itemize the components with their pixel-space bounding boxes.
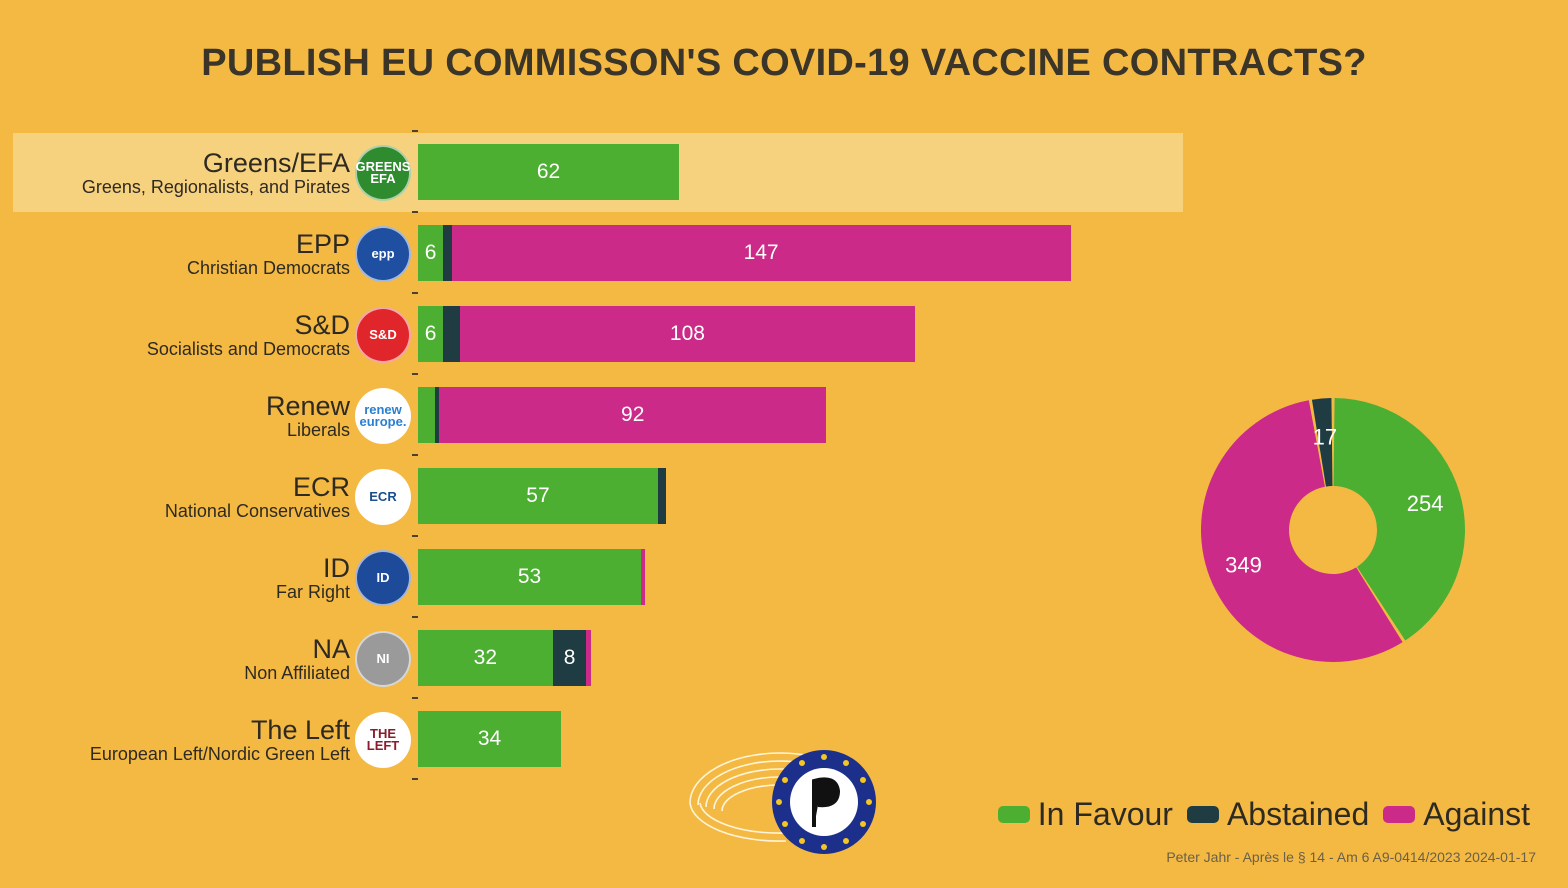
source-credit: Peter Jahr - Après le § 14 - Am 6 A9-041… <box>1166 849 1536 865</box>
bar-value-label: 8 <box>563 646 576 669</box>
bar-value-label: 6 <box>424 322 437 345</box>
party-logo-icon: S&D <box>355 307 411 363</box>
group-row: ECR National Conservatives ECR 57 <box>0 455 1568 536</box>
axis-tick <box>412 535 418 537</box>
bar-value-label: 53 <box>517 565 542 588</box>
group-label: ECR National Conservatives <box>0 473 350 521</box>
bar-segment-in-favour: 53 <box>418 549 642 605</box>
axis-tick <box>412 778 418 780</box>
category-axis <box>412 128 418 788</box>
axis-tick <box>412 373 418 375</box>
group-label: ID Far Right <box>0 554 350 602</box>
axis-tick <box>412 130 418 132</box>
bar-segment-in-favour <box>418 387 435 443</box>
group-name: NA <box>312 634 350 664</box>
bar-segment-in-favour: 6 <box>418 306 444 362</box>
donut-slice-abstained <box>1311 398 1333 487</box>
bar-value-label: 6 <box>424 241 437 264</box>
party-logo-icon: ECR <box>355 469 411 525</box>
bar-segment-abstained: 8 <box>552 630 587 686</box>
group-name: ECR <box>292 472 350 502</box>
group-row: The Left European Left/Nordic Green Left T… <box>0 698 1568 779</box>
legend-label-abstained: Abstained <box>1226 796 1370 832</box>
party-logo-icon: NI <box>355 631 411 687</box>
legend-swatch-against <box>1383 806 1416 823</box>
bar-segment-in-favour: 6 <box>418 225 444 281</box>
group-subtitle: Far Right <box>275 582 350 602</box>
bar-segment-abstained <box>443 225 452 281</box>
totals-donut-chart: 254 349 17 <box>1201 398 1465 662</box>
group-name: Renew <box>265 391 350 421</box>
group-row: ID Far Right ID 53 <box>0 536 1568 617</box>
axis-tick <box>412 211 418 213</box>
donut-value-label-in-favour: 254 <box>1407 491 1444 516</box>
bar-segment-in-favour: 62 <box>418 144 680 200</box>
bar-segment-in-favour: 57 <box>418 468 658 524</box>
party-logo-icon: renew europe. <box>355 388 411 444</box>
bar-value-label: 57 <box>526 484 550 507</box>
group-row: Greens/EFA Greens, Regionalists, and Pira… <box>0 131 1568 212</box>
pirate-party-emblem <box>689 750 876 854</box>
chart-title: PUBLISH EU COMMISSON'S COVID-19 VACCINE … <box>201 42 1367 84</box>
donut-value-label-abstained: 17 <box>1313 424 1337 449</box>
bar-segment-abstained <box>434 387 440 443</box>
donut-value-label-against: 349 <box>1225 553 1262 578</box>
group-row: Renew Liberals renew europe. 92 <box>0 374 1568 455</box>
party-logo-icon: THE LEFT <box>355 712 411 768</box>
bar-segment-against: 108 <box>460 306 915 362</box>
bar-value-label: 32 <box>473 646 498 669</box>
axis-tick <box>412 454 418 456</box>
bar-value-label: 62 <box>536 160 561 183</box>
group-subtitle: European Left/Nordic Green Left <box>89 744 350 764</box>
bar-segment-in-favour: 34 <box>418 711 562 767</box>
axis-tick <box>412 292 418 294</box>
group-subtitle: Socialists and Democrats <box>146 339 350 359</box>
axis-tick <box>412 697 418 699</box>
bar-value-label: 147 <box>743 241 779 264</box>
donut-slice-in-favour <box>1333 398 1465 641</box>
axis-tick <box>412 616 418 618</box>
group-subtitle: Liberals <box>286 420 350 440</box>
group-subtitle: National Conservatives <box>164 501 350 521</box>
bar-segment-against <box>641 549 646 605</box>
group-label: NA Non Affiliated <box>0 635 350 683</box>
group-name: EPP <box>295 229 350 259</box>
party-logo-icon: ID <box>355 550 411 606</box>
group-label: Greens/EFA Greens, Regionalists, and Pira… <box>0 149 350 197</box>
group-subtitle: Greens, Regionalists, and Pirates <box>81 177 350 197</box>
group-subtitle: Christian Democrats <box>186 258 350 278</box>
group-label: EPP Christian Democrats <box>0 230 350 278</box>
legend: In Favour Abstained Against <box>984 796 1530 833</box>
bar-segment-against <box>586 630 591 686</box>
group-row: S&D Socialists and Democrats S&D 6 108 <box>0 293 1568 374</box>
bar-value-label: 108 <box>669 322 705 345</box>
party-logo-icon: epp <box>355 226 411 282</box>
group-label: S&D Socialists and Democrats <box>0 311 350 359</box>
group-label: The Left European Left/Nordic Green Left <box>0 716 350 764</box>
legend-swatch-in-favour <box>997 806 1030 823</box>
group-name: S&D <box>294 310 350 340</box>
party-logo-icon: GREENS EFA <box>355 145 411 201</box>
group-label: Renew Liberals <box>0 392 350 440</box>
group-row: NA Non Affiliated NI 32 8 <box>0 617 1568 698</box>
bar-segment-abstained <box>443 306 461 362</box>
group-name: ID <box>323 553 350 583</box>
legend-label-in-favour: In Favour <box>1037 796 1173 832</box>
bar-segment-abstained <box>657 468 667 524</box>
bar-segment-against: 92 <box>439 387 827 443</box>
group-name: The Left <box>250 715 350 745</box>
bar-value-label: 92 <box>621 403 645 426</box>
bar-segment-against: 147 <box>451 225 1071 281</box>
group-name: Greens/EFA <box>202 148 350 178</box>
legend-label-against: Against <box>1423 796 1530 832</box>
group-row: EPP Christian Democrats epp 6 147 <box>0 212 1568 293</box>
bar-value-label: 34 <box>477 727 502 750</box>
donut-slice-against <box>1201 400 1403 662</box>
bar-segment-in-favour: 32 <box>418 630 553 686</box>
legend-swatch-abstained <box>1186 806 1219 823</box>
group-subtitle: Non Affiliated <box>244 663 350 683</box>
